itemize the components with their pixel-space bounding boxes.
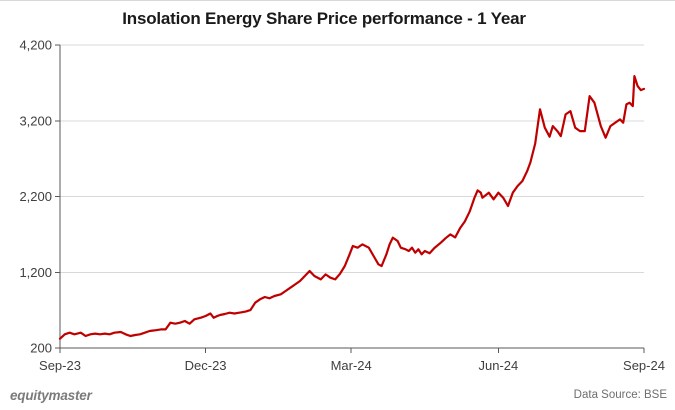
y-tick-label: 2,200 <box>19 189 52 204</box>
price-line-series <box>58 74 646 340</box>
data-source-label: Data Source: BSE <box>573 389 667 401</box>
brand-logo: equitymaster <box>10 388 92 403</box>
x-tick-label: Sep-23 <box>39 358 81 373</box>
x-tick-label: Jun-24 <box>479 358 519 373</box>
x-tick-label: Mar-24 <box>331 358 372 373</box>
y-tick-label: 3,200 <box>19 113 52 128</box>
x-tick-label: Sep-24 <box>623 358 665 373</box>
x-tick-label: Dec-23 <box>185 358 227 373</box>
y-tick-label: 200 <box>30 341 52 356</box>
y-tick-label: 1,200 <box>19 265 52 280</box>
chart-title: Insolation Energy Share Price performanc… <box>122 9 526 28</box>
y-tick-label: 4,200 <box>19 38 52 53</box>
